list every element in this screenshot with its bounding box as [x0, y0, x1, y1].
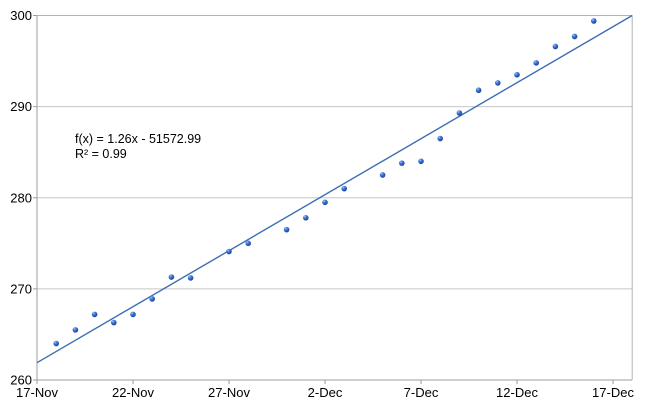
data-point-11-Dec [495, 80, 501, 86]
data-point-22-Nov [130, 311, 136, 318]
x-axis-label: 27-Nov [208, 385, 250, 400]
data-point-16-Dec [591, 18, 597, 24]
x-axis-label: 17-Dec [592, 385, 634, 400]
trendline [36, 14, 633, 364]
data-point-2-Dec [322, 199, 328, 206]
x-axis-label: 12-Dec [496, 385, 538, 400]
data-point-7-Dec [418, 158, 424, 165]
x-axis-label: 7-Dec [404, 385, 439, 400]
data-point-1-Dec [303, 214, 309, 221]
data-point-27-Nov [226, 248, 232, 255]
data-point-3-Dec [341, 185, 348, 192]
data-point-21-Nov [111, 319, 117, 326]
data-point-8-Dec [437, 135, 444, 142]
y-axis-label: 260 [10, 373, 32, 388]
data-point-19-Nov [72, 327, 79, 333]
data-point-25-Nov [187, 275, 194, 281]
data-point-24-Nov [168, 274, 175, 280]
y-axis-label: 300 [10, 8, 32, 23]
data-point-6-Dec [399, 160, 405, 166]
y-axis-label: 290 [10, 99, 32, 114]
data-point-13-Dec [533, 60, 539, 66]
data-point-12-Dec [514, 71, 520, 78]
y-axis-label: 270 [10, 281, 32, 296]
data-point-28-Nov [245, 240, 251, 247]
x-axis-label: 2-Dec [308, 385, 343, 400]
data-point-5-Dec [379, 172, 386, 178]
r-squared-value: R² = 0.99 [75, 147, 127, 161]
data-point-20-Nov [91, 311, 98, 318]
x-axis-label: 17-Nov [16, 385, 58, 400]
trendline-annotation: f(x) = 1.26x - 51572.99 R² = 0.99 [75, 132, 201, 162]
data-point-14-Dec [552, 43, 559, 50]
data-point-10-Dec [475, 87, 482, 94]
trendline-equation: f(x) = 1.26x - 51572.99 [75, 132, 202, 146]
data-point-23-Nov [149, 296, 155, 302]
data-point-15-Dec [571, 33, 578, 40]
x-axis-label: 22-Nov [112, 385, 154, 400]
y-axis-label: 280 [10, 190, 32, 205]
data-point-30-Nov [283, 226, 290, 233]
data-point-9-Dec [456, 110, 463, 116]
data-point-18-Nov [53, 340, 59, 347]
